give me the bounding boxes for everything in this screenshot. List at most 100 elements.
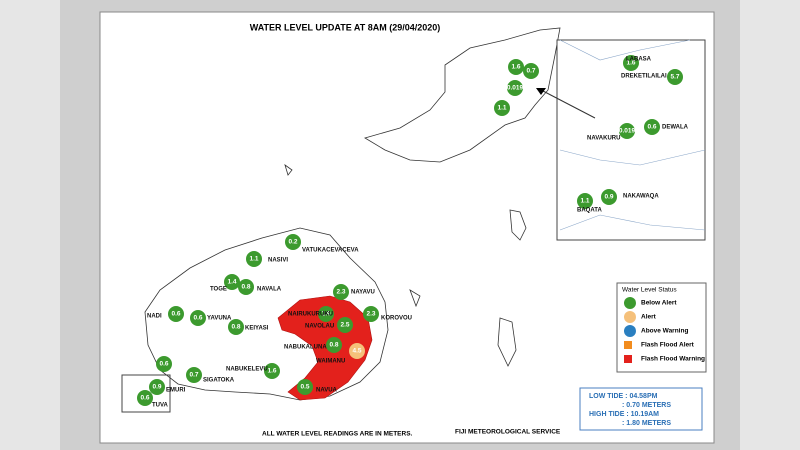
reading-value: 4.5 bbox=[352, 348, 361, 355]
reading-value: 0.8 bbox=[241, 284, 250, 291]
place-label: NADI bbox=[147, 314, 162, 320]
reading-marker bbox=[507, 80, 523, 96]
inset-box bbox=[121, 374, 171, 413]
legend-swatch bbox=[624, 325, 636, 337]
place-label: NABUKELEVU bbox=[226, 367, 268, 373]
legend-label: Flash Flood Alert bbox=[641, 342, 695, 349]
legend-swatch bbox=[624, 311, 636, 323]
reading-value: 0.6 bbox=[159, 361, 168, 368]
legend-title: Water Level Status bbox=[622, 287, 677, 294]
reading-marker bbox=[285, 234, 301, 250]
reading-value: 1.4 bbox=[227, 279, 236, 286]
place-label: KEIYASI bbox=[245, 326, 269, 332]
reading-value: 0.019 bbox=[507, 85, 524, 92]
place-label: NAVALA bbox=[257, 287, 282, 293]
place-label: NAKAWAQA bbox=[623, 194, 659, 200]
place-label: LABASA bbox=[626, 57, 652, 63]
reading-value: 0.6 bbox=[140, 395, 149, 402]
map-title: WATER LEVEL UPDATE AT 8AM (29/04/2020) bbox=[250, 22, 441, 32]
footer-note: ALL WATER LEVEL READINGS ARE IN METERS. bbox=[262, 431, 413, 438]
place-label: NAVUA bbox=[316, 388, 338, 394]
reading-value: 0.9 bbox=[604, 194, 613, 201]
place-label: TOGE bbox=[210, 287, 227, 293]
reading-marker bbox=[644, 119, 660, 135]
reading-value: 1.6 bbox=[267, 368, 276, 375]
place-label: DREKETILAILAI bbox=[621, 74, 667, 80]
place-label: NAYAVU bbox=[351, 290, 375, 296]
reading-marker bbox=[508, 59, 524, 75]
reading-marker bbox=[246, 251, 262, 267]
reading-value: 1.6 bbox=[511, 64, 520, 71]
place-label: NAVAKURU bbox=[587, 136, 620, 142]
place-label: NAVOLAU bbox=[305, 324, 334, 330]
reading-value: 1.9 bbox=[321, 311, 330, 318]
reading-value: 2.5 bbox=[340, 322, 349, 329]
place-label: KOROVOU bbox=[381, 316, 412, 322]
legend-swatch bbox=[624, 297, 636, 309]
tide-line: LOW TIDE : 04.58PM bbox=[589, 393, 658, 400]
reading-marker bbox=[337, 317, 353, 333]
reading-marker bbox=[224, 274, 240, 290]
reading-marker bbox=[363, 306, 379, 322]
reading-marker bbox=[186, 367, 202, 383]
reading-value: 0.6 bbox=[647, 124, 656, 131]
inset-marker bbox=[536, 88, 546, 95]
legend-label: Below Alert bbox=[641, 300, 677, 307]
legend-label: Flash Flood Warning bbox=[641, 356, 705, 363]
reading-marker bbox=[238, 279, 254, 295]
place-label: SIGATOKA bbox=[203, 378, 235, 384]
reading-marker bbox=[264, 363, 280, 379]
reading-marker bbox=[349, 343, 365, 359]
tide-line: : 1.80 METERS bbox=[622, 420, 671, 427]
side-blur bbox=[0, 0, 60, 450]
reading-value: 1.1 bbox=[497, 105, 506, 112]
reading-value: 0.2 bbox=[288, 239, 297, 246]
reading-marker bbox=[168, 306, 184, 322]
tide-box bbox=[579, 387, 703, 431]
reading-marker bbox=[326, 337, 342, 353]
place-label: TUVA bbox=[152, 403, 169, 409]
legend-label: Above Warning bbox=[641, 328, 688, 335]
reading-marker bbox=[228, 319, 244, 335]
reading-value: 2.3 bbox=[366, 311, 375, 318]
readings: 1.60.70.0191.11.65.70.0190.60.91.10.21.1… bbox=[137, 55, 689, 409]
reading-marker bbox=[667, 69, 683, 85]
reading-value: 0.6 bbox=[171, 311, 180, 318]
reading-marker bbox=[190, 310, 206, 326]
place-label: WAIMANU bbox=[316, 359, 345, 365]
rivers bbox=[559, 39, 706, 231]
reading-value: 0.8 bbox=[231, 324, 240, 331]
reading-value: 0.8 bbox=[329, 342, 338, 349]
reading-value: 0.9 bbox=[152, 384, 161, 391]
side-blur bbox=[740, 0, 800, 450]
reading-value: 1.1 bbox=[249, 256, 258, 263]
place-label: NAIRUKURUKU bbox=[288, 312, 333, 318]
reading-value: 0.019 bbox=[619, 128, 636, 135]
reading-value: 5.7 bbox=[670, 74, 679, 81]
reading-marker bbox=[137, 390, 153, 406]
place-label: DEWALA bbox=[662, 125, 689, 131]
reading-value: 1.1 bbox=[580, 198, 589, 205]
place-label: VATUKACEVACEVA bbox=[302, 248, 359, 254]
place-label: NABUKALUNA bbox=[284, 345, 327, 351]
reading-marker bbox=[333, 284, 349, 300]
tide-line: HIGH TIDE : 10.19AM bbox=[589, 411, 659, 418]
small-islands bbox=[284, 163, 527, 367]
reading-marker bbox=[297, 379, 313, 395]
reading-marker bbox=[623, 55, 639, 71]
reading-marker bbox=[601, 189, 617, 205]
reading-value: 0.7 bbox=[526, 68, 535, 75]
reading-marker bbox=[149, 379, 165, 395]
reading-marker bbox=[318, 306, 334, 322]
reading-value: 2.3 bbox=[336, 289, 345, 296]
reading-marker bbox=[523, 63, 539, 79]
footer-source: FIJI METEOROLOGICAL SERVICE bbox=[455, 429, 561, 436]
reading-marker bbox=[494, 100, 510, 116]
place-label: EMURI bbox=[166, 388, 186, 394]
reading-value: 1.6 bbox=[626, 60, 635, 67]
tide-line: : 0.70 METERS bbox=[622, 402, 671, 409]
legend-swatch bbox=[624, 355, 632, 363]
place-label: BAQATA bbox=[577, 208, 602, 214]
